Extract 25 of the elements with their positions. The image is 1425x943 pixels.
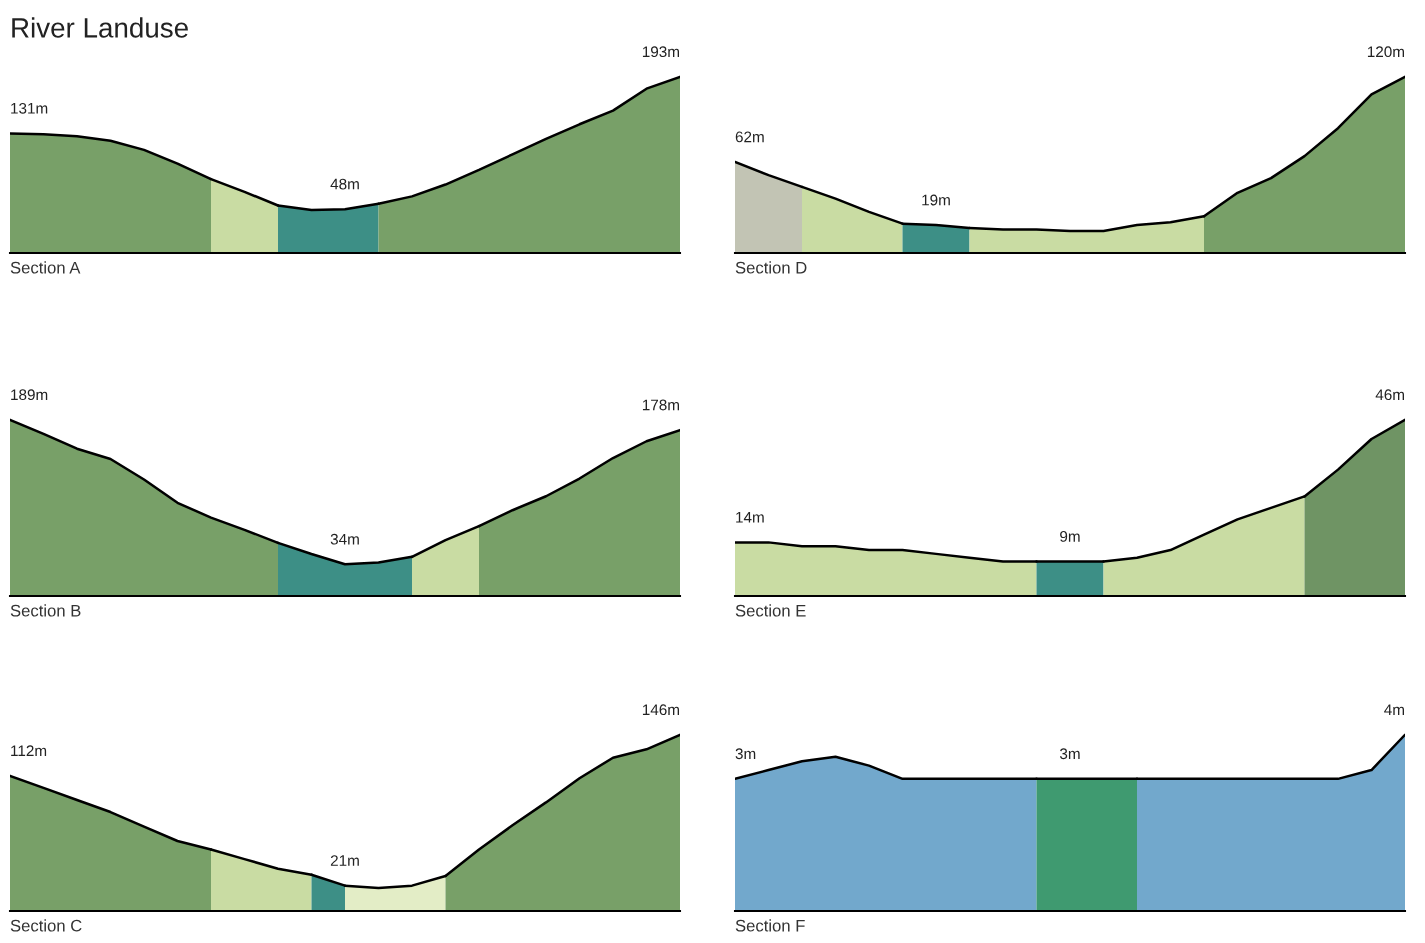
data-label: 19m: [922, 194, 950, 206]
chart-title: River Landuse: [12, 17, 188, 38]
data-label: 34m: [330, 533, 359, 545]
data-label: 3m: [735, 748, 756, 760]
data-label: 9m: [1060, 531, 1080, 542]
x-axis-title: Section D: [735, 261, 807, 274]
data-label: 112m: [11, 745, 47, 756]
data-label: 146m: [642, 704, 679, 716]
data-label: 4m: [1384, 704, 1404, 715]
x-axis-title: Section F: [735, 919, 805, 932]
x-axis-title: Section B: [10, 604, 81, 617]
data-label: 193m: [642, 46, 679, 58]
x-axis-title: Section E: [735, 604, 806, 617]
data-label: 3m: [1059, 748, 1080, 760]
x-axis-title: Section A: [10, 261, 81, 274]
data-label: 120m: [1367, 46, 1404, 58]
data-label: 189m: [11, 389, 48, 401]
data-label: 178m: [642, 399, 679, 411]
data-label: 62m: [735, 131, 764, 143]
data-label: 21m: [330, 855, 359, 866]
data-label: 48m: [330, 178, 359, 190]
x-axis-title: Section C: [10, 919, 82, 932]
data-label: 131m: [11, 102, 48, 114]
data-label: 46m: [1375, 389, 1404, 401]
data-label: 14m: [736, 512, 764, 523]
